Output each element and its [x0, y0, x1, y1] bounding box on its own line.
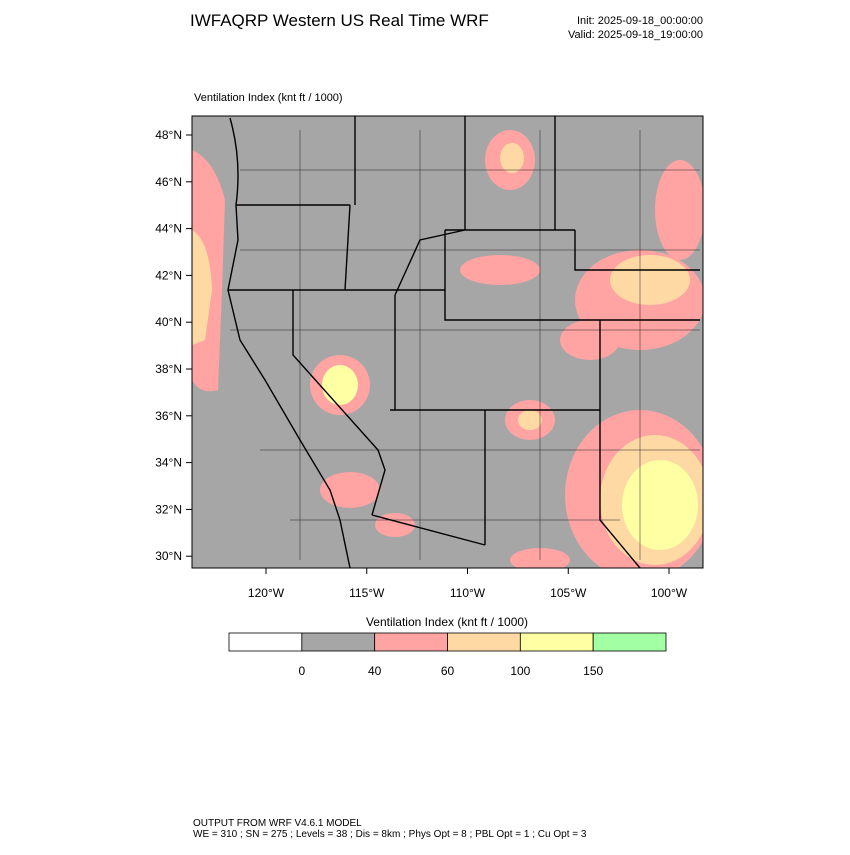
- colorbar-box: [447, 632, 521, 652]
- lon-label: 105°W: [550, 586, 587, 600]
- lat-label: 30°N: [155, 549, 182, 563]
- lat-label: 46°N: [155, 175, 182, 189]
- lon-label: 110°W: [450, 586, 486, 600]
- lat-label: 40°N: [155, 315, 182, 329]
- init-time: Init: 2025-09-18_00:00:00: [577, 15, 703, 27]
- lon-label: 100°W: [651, 586, 688, 600]
- lon-label: 115°W: [349, 586, 385, 600]
- colorbar-title: Ventilation Index (knt ft / 1000): [366, 615, 528, 629]
- valid-time: Valid: 2025-09-18_19:00:00: [568, 29, 703, 41]
- colorbar-label: 60: [441, 664, 455, 678]
- title: IWFAQRP Western US Real Time WRF: [190, 11, 489, 30]
- lat-label: 48°N: [155, 128, 182, 142]
- lat-label: 44°N: [155, 222, 182, 236]
- map-label: Ventilation Index (knt ft / 1000): [194, 92, 343, 104]
- colorbar-label: 0: [298, 664, 305, 678]
- colorbar-box: [228, 632, 303, 652]
- colorbar-label: 100: [510, 664, 530, 678]
- colorbar-label: 150: [583, 664, 603, 678]
- lat-label: 36°N: [155, 409, 182, 423]
- lat-label: 38°N: [155, 362, 182, 376]
- lat-label: 42°N: [155, 268, 182, 282]
- lat-label: 34°N: [155, 456, 182, 470]
- colorbar-label: 40: [368, 664, 382, 678]
- lat-label: 32°N: [155, 502, 182, 516]
- colorbar-box: [301, 632, 376, 652]
- footer-line: WE = 310 ; SN = 275 ; Levels = 38 ; Dis …: [193, 829, 587, 840]
- colorbar-box: [519, 632, 594, 652]
- map: [191, 115, 704, 569]
- lon-label: 120°W: [248, 586, 285, 600]
- colorbar-box: [374, 632, 448, 652]
- footer-line: OUTPUT FROM WRF V4.6.1 MODEL: [193, 818, 362, 829]
- colorbar-box: [592, 632, 667, 652]
